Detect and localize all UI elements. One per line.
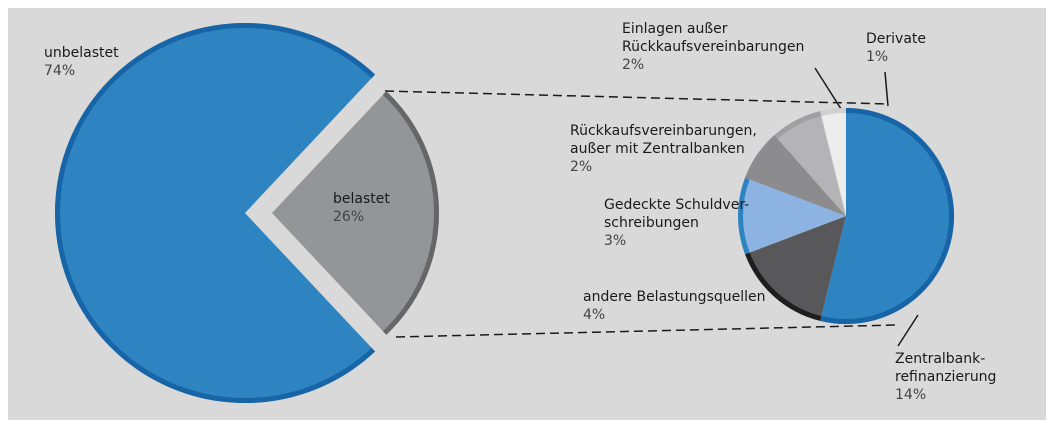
category: belastet [333,191,390,207]
leader [897,314,919,347]
value-label: 2% [622,57,645,73]
slice-label: Rückkaufsvereinbarungen, außer mit Zentr… [570,122,757,176]
leader [884,71,889,107]
category: Derivate [866,31,927,47]
slice [820,108,954,324]
slice [745,216,846,321]
slice-edge [745,252,822,321]
slice-label: unbelastet 74% [44,44,119,80]
slice [774,111,846,216]
category: Rückkaufsvereinbarungen, außer mit Zentr… [570,123,757,157]
value-label: 14% [895,387,927,403]
category: Einlagen außer Rückkaufsvereinbarungen [622,21,805,55]
slice [55,22,376,404]
slice [738,177,846,255]
slice-edge [55,23,376,403]
slice-edge [738,177,750,255]
slice-edge [382,91,439,335]
category: Gedeckte Schuldver- schreibungen [604,197,750,231]
slice-label: Gedeckte Schuldver- schreibungen 3% [604,196,749,250]
value-label: 1% [866,49,889,65]
slice-edge [774,111,822,139]
slice-edge [820,108,847,117]
category: unbelastet [44,45,119,61]
value-label: 4% [583,307,606,323]
slice [820,108,846,216]
value-label: 3% [604,233,627,249]
slice-edge [820,108,954,324]
slice-label: Derivate 1% [866,30,926,66]
category: Zentralbank- refinanzierung [895,351,997,385]
slice [272,91,440,335]
value-label: 74% [44,63,76,79]
value-label: 26% [333,209,365,225]
leader [814,67,844,113]
value-label: 2% [570,159,593,175]
slice-edge [745,135,778,180]
category: andere Belastungsquellen [583,289,766,305]
slice-label: andere Belastungsquellen 4% [583,288,766,324]
slice-label: belastet 26% [333,190,390,226]
slice-label: Einlagen außer Rückkaufsvereinbarungen 2% [622,20,804,74]
slice [745,135,846,216]
slice-label: Zentralbank- refinanzierung 14% [895,350,996,404]
